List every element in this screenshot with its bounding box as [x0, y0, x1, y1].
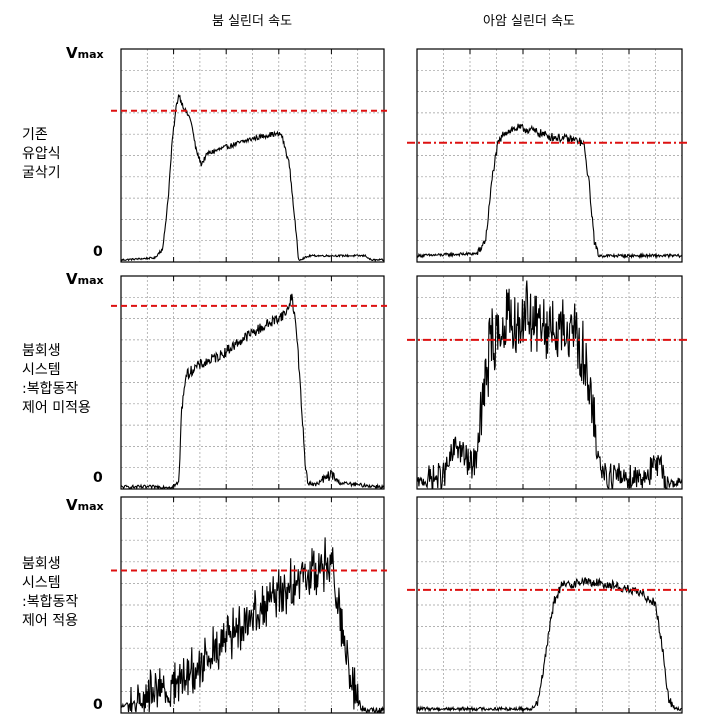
speed-trace: [416, 576, 683, 713]
speed-trace: [120, 537, 385, 714]
row-label-3: 붐회생 시스템 :복합동작 제어 적용: [22, 555, 78, 631]
vmax-sub: max: [77, 500, 104, 513]
speed-trace: [121, 293, 384, 490]
vmax-main: V: [66, 270, 78, 288]
row-label-line: 시스템: [22, 362, 61, 378]
zero-label-1: 0: [93, 244, 103, 260]
plot-frame: [416, 48, 683, 263]
row-label-line: 제어 미적용: [22, 400, 91, 416]
panel-2: [407, 48, 688, 263]
plot-frame: [120, 496, 385, 714]
row-label-line: :복합동작: [22, 594, 79, 610]
vmax-main: V: [66, 496, 78, 514]
vmax-sub: max: [77, 48, 104, 61]
vmax-label-1: Vmax: [66, 44, 104, 62]
panel-6: [407, 496, 688, 714]
row-label-1: 기존 유압식 굴삭기: [22, 126, 61, 183]
vmax-main: V: [66, 44, 78, 62]
row-label-line: 제어 적용: [22, 613, 78, 629]
zero-label-2: 0: [93, 470, 103, 486]
row-label-line: 유압식: [22, 146, 61, 162]
row-label-line: 붐회생: [22, 343, 61, 359]
plot-frame: [416, 275, 683, 490]
vmax-label-3: Vmax: [66, 496, 104, 514]
panel-5: [111, 496, 390, 714]
panel-4: [407, 275, 688, 490]
row-label-line: 붐회생: [22, 556, 61, 572]
row-label-line: 굴삭기: [22, 165, 61, 181]
speed-trace: [416, 280, 683, 490]
col-title-boom: 붐 실린더 속도: [212, 14, 293, 29]
panel-3: [111, 275, 390, 490]
speed-trace: [416, 123, 683, 260]
plot-frame: [416, 496, 683, 714]
row-label-line: 시스템: [22, 575, 61, 591]
row-label-line: 기존: [22, 127, 48, 143]
vmax-label-2: Vmax: [66, 270, 104, 288]
row-label-line: :복합동작: [22, 381, 79, 397]
panel-1: [111, 48, 390, 263]
row-label-2: 붐회생 시스템 :복합동작 제어 미적용: [22, 342, 91, 418]
col-title-arm: 아암 실린더 속도: [483, 14, 575, 29]
vmax-sub: max: [77, 274, 104, 287]
zero-label-3: 0: [93, 697, 103, 713]
speed-trace: [120, 94, 385, 263]
plot-frame: [120, 48, 385, 263]
plot-frame: [120, 275, 385, 490]
